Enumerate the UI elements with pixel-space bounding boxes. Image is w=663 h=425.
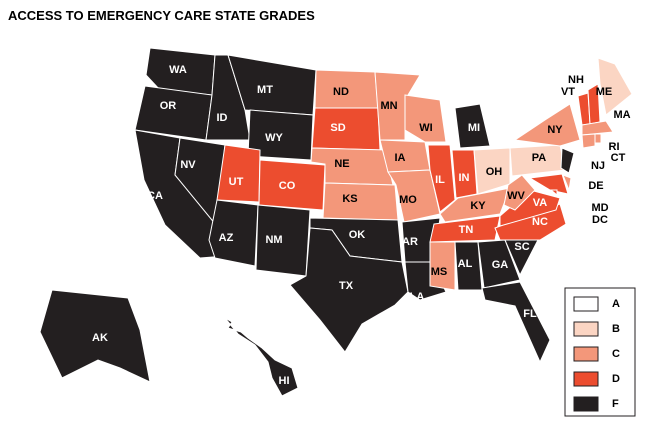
state-label: NY: [547, 124, 563, 136]
state-label: AZ: [219, 232, 234, 244]
state: [597, 57, 633, 116]
state-label: AR: [402, 236, 418, 248]
state: [477, 239, 521, 289]
state-label: NH: [568, 74, 584, 86]
state-label: WY: [265, 132, 283, 144]
state-label: VA: [533, 197, 548, 209]
state: [581, 120, 614, 136]
state: [216, 144, 261, 203]
state-label: KS: [342, 193, 357, 205]
state: [503, 174, 536, 211]
state-label: FL: [523, 308, 537, 320]
state: [404, 94, 447, 143]
state-label: ND: [333, 86, 349, 98]
state-label: DC: [592, 214, 608, 226]
state-label: TN: [459, 224, 474, 236]
state-label: IN: [459, 172, 470, 184]
state-label: MN: [380, 100, 397, 112]
state: [429, 215, 501, 243]
state-label: VT: [561, 86, 575, 98]
state: [429, 241, 456, 291]
state-label: CO: [279, 180, 296, 192]
state-label: DE: [588, 180, 603, 192]
legend-swatch: [573, 346, 599, 362]
state-label: CT: [611, 152, 626, 164]
state: [560, 147, 575, 174]
state: [311, 107, 381, 151]
state-label: UT: [229, 176, 244, 188]
state: [513, 103, 581, 147]
state-label: OH: [486, 166, 503, 178]
legend-label: F: [612, 398, 619, 410]
legend-label: C: [612, 348, 620, 360]
state-label: ME: [596, 86, 613, 98]
state: [594, 133, 602, 144]
state-label: ID: [217, 112, 228, 124]
state-label: IA: [395, 152, 406, 164]
state-label: MO: [399, 194, 417, 206]
state-label: MS: [431, 266, 448, 278]
state-label: SC: [514, 241, 529, 253]
state: [549, 189, 558, 197]
state-label: KY: [470, 200, 486, 212]
state-label: PA: [532, 152, 547, 164]
legend-swatch: [573, 296, 599, 312]
state-label: NV: [180, 159, 196, 171]
state-label: MA: [613, 109, 630, 121]
state-label: AK: [92, 332, 108, 344]
state-label: LA: [410, 291, 425, 303]
state-label: NE: [334, 158, 349, 170]
legend-label: A: [612, 298, 620, 310]
legend-label: D: [612, 373, 620, 385]
state-label: WV: [507, 190, 525, 202]
state: [454, 103, 491, 149]
state-label: HI: [279, 375, 290, 387]
legend-swatch: [573, 321, 599, 337]
state-label: MT: [257, 84, 273, 96]
state-label: NJ: [591, 160, 605, 172]
state-label: NM: [265, 234, 282, 246]
state-label: NC: [532, 216, 548, 228]
state-label: IL: [435, 174, 445, 186]
state: [562, 174, 572, 192]
state-label: TX: [339, 280, 354, 292]
state-label: CA: [147, 190, 163, 202]
legend-swatch: [573, 371, 599, 387]
state: [581, 133, 596, 149]
state: [528, 173, 569, 195]
state: [481, 281, 551, 364]
state-label: WA: [169, 64, 187, 76]
state-label: OR: [160, 100, 177, 112]
state-label: MD: [591, 202, 608, 214]
state-label: OK: [349, 229, 366, 241]
state-label: MI: [468, 122, 480, 134]
state: [427, 144, 456, 213]
state: [255, 204, 311, 277]
state: [322, 182, 399, 221]
state-label: SD: [330, 122, 345, 134]
state-label: AL: [458, 258, 473, 270]
state: [39, 289, 151, 383]
map-title: ACCESS TO EMERGENCY CARE STATE GRADES: [8, 8, 315, 23]
state: [224, 317, 299, 397]
state: [208, 199, 259, 267]
legend-label: B: [612, 323, 620, 335]
state: [289, 227, 409, 353]
legend-swatch: [573, 396, 599, 412]
state-label: GA: [492, 259, 509, 271]
state-label: RI: [609, 141, 620, 153]
state-label: WI: [419, 122, 432, 134]
state: [387, 169, 441, 223]
